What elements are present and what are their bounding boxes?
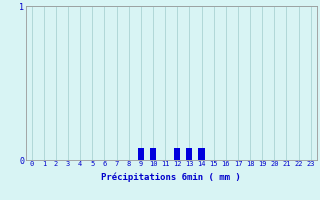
Bar	[138, 148, 144, 160]
Bar	[150, 148, 156, 160]
X-axis label: Précipitations 6min ( mm ): Précipitations 6min ( mm )	[101, 173, 241, 182]
Bar	[186, 148, 192, 160]
Bar	[174, 148, 180, 160]
Bar	[198, 148, 204, 160]
